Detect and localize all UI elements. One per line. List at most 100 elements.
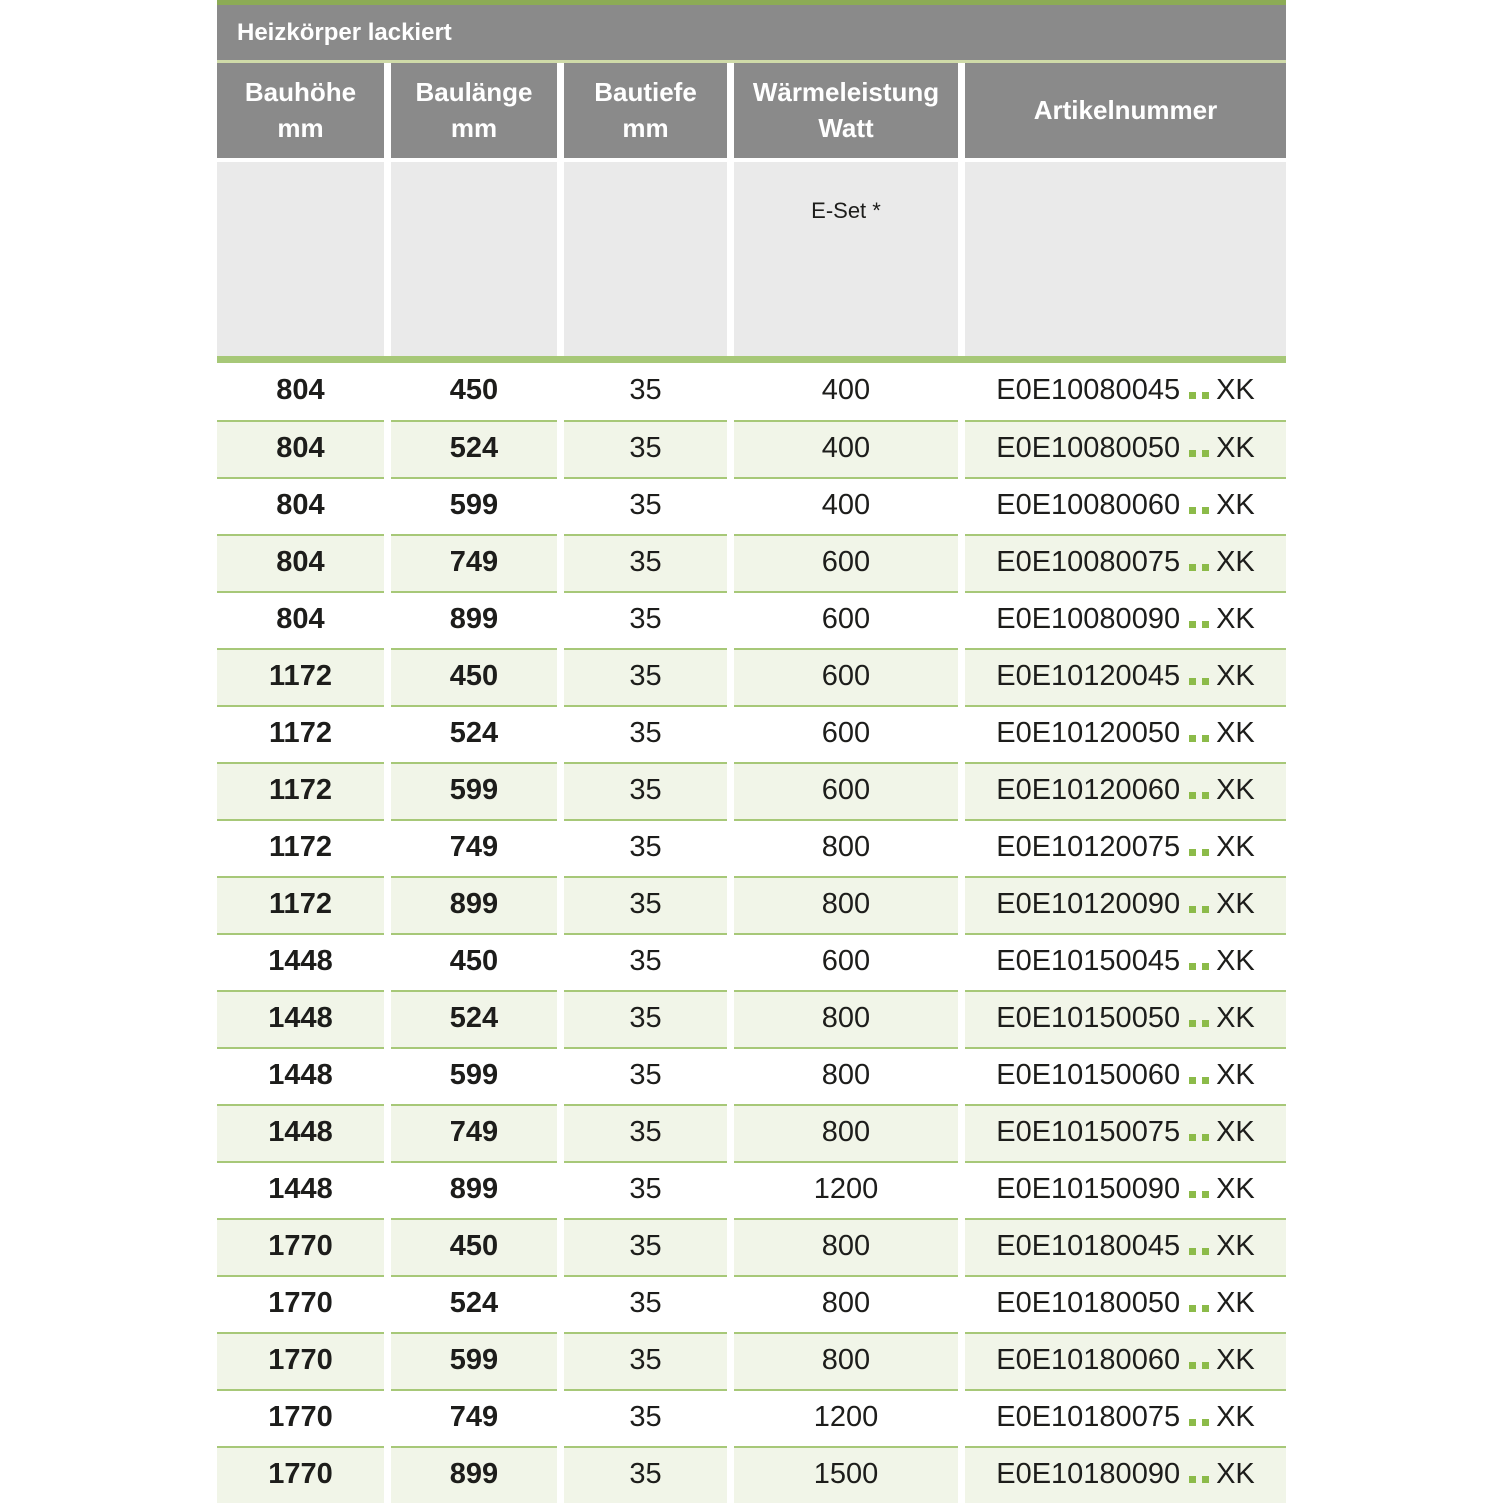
- cell-baulaenge: 524: [391, 990, 557, 1047]
- cell-bauhoehe: 804: [217, 420, 384, 477]
- placeholder-dots-icon: [1189, 1448, 1210, 1501]
- cell-waermeleistung: 800: [734, 1218, 958, 1275]
- green-dot-icon: [1189, 678, 1197, 685]
- column-header-artikelnummer: Artikelnummer: [965, 63, 1286, 158]
- table-row: 804 524 35 400 E0E10080050 XK: [217, 420, 1286, 477]
- article-number-prefix: E0E10180060: [996, 1344, 1181, 1376]
- green-dot-icon: [1189, 1362, 1197, 1369]
- green-dot-icon: [1202, 450, 1210, 457]
- article-number-suffix: XK: [1216, 1458, 1255, 1490]
- column-header-unit: mm: [450, 112, 498, 143]
- article-number-suffix: XK: [1216, 774, 1255, 806]
- article-number-prefix: E0E10180050: [996, 1287, 1181, 1319]
- cell-bauhoehe: 1448: [217, 990, 384, 1047]
- cell-bauhoehe: 804: [217, 363, 384, 420]
- green-dot-icon: [1202, 621, 1210, 628]
- cell-bauhoehe: 1172: [217, 819, 384, 876]
- placeholder-dots-icon: [1189, 1277, 1210, 1330]
- cell-baulaenge: 599: [391, 1047, 557, 1104]
- cell-waermeleistung: 800: [734, 1275, 958, 1332]
- column-header-unit: Watt: [818, 112, 874, 143]
- placeholder-dots-icon: [1189, 593, 1210, 646]
- article-number-prefix: E0E10120050: [996, 717, 1181, 749]
- cell-bauhoehe: 1448: [217, 1047, 384, 1104]
- article-number-suffix: XK: [1216, 1230, 1255, 1262]
- cell-bautiefe: 35: [564, 1332, 727, 1389]
- green-dot-icon: [1202, 735, 1210, 742]
- column-header-unit: mm: [277, 112, 324, 143]
- placeholder-dots-icon: [1189, 1106, 1210, 1159]
- cell-waermeleistung: 800: [734, 1104, 958, 1161]
- cell-baulaenge: 599: [391, 762, 557, 819]
- cell-bautiefe: 35: [564, 363, 727, 420]
- article-number-prefix: E0E10120045: [996, 660, 1181, 692]
- article-number-suffix: XK: [1216, 1116, 1255, 1148]
- cell-bautiefe: 35: [564, 705, 727, 762]
- cell-artikelnummer: E0E10120060 XK: [965, 762, 1286, 819]
- column-header-waermeleistung: Wärmeleistung Watt: [734, 63, 958, 158]
- cell-bautiefe: 35: [564, 1389, 727, 1446]
- title-underline-rule: [217, 60, 1286, 63]
- cell-waermeleistung: 400: [734, 363, 958, 420]
- table-row: 804 599 35 400 E0E10080060 XK: [217, 477, 1286, 534]
- green-dot-icon: [1202, 1248, 1210, 1255]
- green-dot-icon: [1189, 735, 1197, 742]
- table-top-rule: [217, 0, 1286, 5]
- table-row: 1770 749 35 1200 E0E10180075 XK: [217, 1389, 1286, 1446]
- green-dot-icon: [1202, 906, 1210, 913]
- cell-artikelnummer: E0E10180060 XK: [965, 1332, 1286, 1389]
- green-dot-icon: [1189, 792, 1197, 799]
- placeholder-dots-icon: [1189, 821, 1210, 874]
- placeholder-dots-icon: [1189, 935, 1210, 988]
- cell-baulaenge: 599: [391, 1332, 557, 1389]
- subheader-cell-baulaenge: [391, 162, 557, 356]
- column-header-bautiefe: Bautiefe mm: [564, 63, 727, 158]
- cell-waermeleistung: 1200: [734, 1389, 958, 1446]
- eset-label: E-Set *: [811, 198, 881, 223]
- cell-artikelnummer: E0E10080090 XK: [965, 591, 1286, 648]
- cell-bautiefe: 35: [564, 477, 727, 534]
- subheader-cell-eset: E-Set *: [734, 162, 958, 356]
- table-row: 1770 450 35 800 E0E10180045 XK: [217, 1218, 1286, 1275]
- table-row: 1172 899 35 800 E0E10120090 XK: [217, 876, 1286, 933]
- cell-artikelnummer: E0E10080060 XK: [965, 477, 1286, 534]
- column-header-label: Bautiefe: [594, 77, 697, 108]
- article-number-prefix: E0E10080075: [996, 546, 1181, 578]
- table-row: 1448 749 35 800 E0E10150075 XK: [217, 1104, 1286, 1161]
- cell-bautiefe: 35: [564, 1161, 727, 1218]
- cell-bautiefe: 35: [564, 420, 727, 477]
- green-dot-icon: [1202, 678, 1210, 685]
- cell-bautiefe: 35: [564, 1275, 727, 1332]
- article-number-suffix: XK: [1216, 432, 1255, 464]
- green-dot-icon: [1202, 1020, 1210, 1027]
- article-number-suffix: XK: [1216, 1173, 1255, 1205]
- cell-bautiefe: 35: [564, 1104, 727, 1161]
- subheader-cell-bautiefe: [564, 162, 727, 356]
- table-row: 1172 599 35 600 E0E10120060 XK: [217, 762, 1286, 819]
- cell-baulaenge: 749: [391, 534, 557, 591]
- cell-waermeleistung: 600: [734, 648, 958, 705]
- cell-artikelnummer: E0E10150045 XK: [965, 933, 1286, 990]
- green-dot-icon: [1202, 1077, 1210, 1084]
- green-dot-icon: [1202, 963, 1210, 970]
- placeholder-dots-icon: [1189, 992, 1210, 1045]
- cell-artikelnummer: E0E10150060 XK: [965, 1047, 1286, 1104]
- cell-bauhoehe: 1172: [217, 705, 384, 762]
- cell-baulaenge: 749: [391, 819, 557, 876]
- cell-waermeleistung: 800: [734, 990, 958, 1047]
- cell-baulaenge: 899: [391, 1446, 557, 1503]
- cell-bauhoehe: 1448: [217, 1104, 384, 1161]
- cell-bauhoehe: 1770: [217, 1218, 384, 1275]
- article-number-prefix: E0E10120090: [996, 888, 1181, 920]
- cell-baulaenge: 524: [391, 420, 557, 477]
- green-dot-icon: [1189, 1476, 1197, 1483]
- article-number-suffix: XK: [1216, 546, 1255, 578]
- cell-bauhoehe: 1172: [217, 876, 384, 933]
- article-number-suffix: XK: [1216, 1344, 1255, 1376]
- column-header-unit: mm: [622, 112, 669, 143]
- green-dot-icon: [1189, 392, 1197, 399]
- green-dot-icon: [1189, 1191, 1197, 1198]
- placeholder-dots-icon: [1189, 764, 1210, 817]
- placeholder-dots-icon: [1189, 1391, 1210, 1444]
- cell-baulaenge: 599: [391, 477, 557, 534]
